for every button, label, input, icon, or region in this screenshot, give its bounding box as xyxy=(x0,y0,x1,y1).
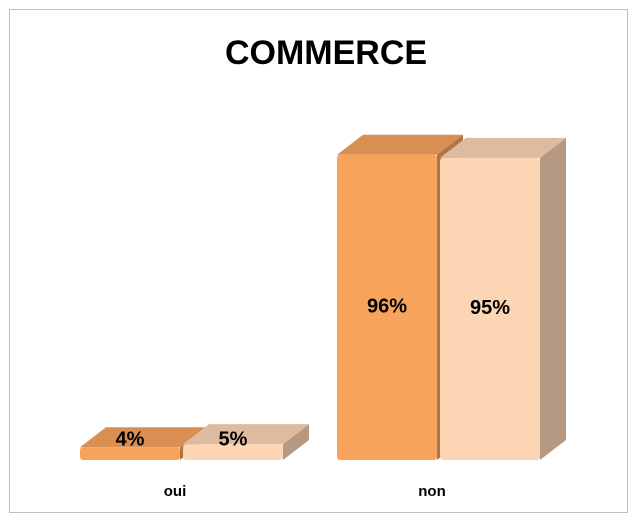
bar xyxy=(80,447,180,460)
bar xyxy=(337,134,463,155)
bar xyxy=(183,424,309,445)
chart-title: COMMERCE xyxy=(225,34,427,72)
bar xyxy=(183,444,283,460)
bar xyxy=(540,137,566,460)
x-tick-label: oui xyxy=(164,483,187,500)
bar xyxy=(283,424,309,460)
bar xyxy=(337,154,437,460)
bar xyxy=(440,157,540,460)
bar xyxy=(440,137,566,158)
data-label: 4% xyxy=(116,428,145,450)
data-label: 95% xyxy=(470,297,510,319)
bar xyxy=(80,427,206,448)
data-label: 5% xyxy=(219,428,248,450)
x-tick-label: non xyxy=(418,483,446,500)
data-label: 96% xyxy=(367,296,407,318)
